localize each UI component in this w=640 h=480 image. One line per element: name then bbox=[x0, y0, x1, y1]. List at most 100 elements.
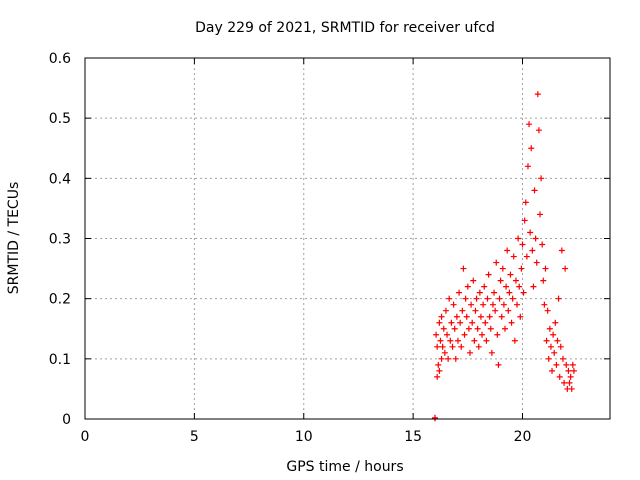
data-point bbox=[465, 325, 472, 332]
y-tick-label: 0.1 bbox=[49, 352, 71, 368]
data-point bbox=[479, 331, 486, 338]
data-point bbox=[556, 373, 563, 380]
data-point bbox=[434, 343, 441, 350]
data-point bbox=[468, 301, 475, 308]
data-point bbox=[553, 361, 560, 368]
data-point bbox=[434, 373, 441, 380]
data-point bbox=[557, 343, 564, 350]
data-point bbox=[570, 367, 577, 374]
data-point bbox=[491, 289, 498, 296]
data-point bbox=[530, 283, 537, 290]
data-point bbox=[545, 355, 552, 362]
data-point bbox=[497, 277, 504, 284]
data-point bbox=[537, 211, 543, 218]
y-tick-label: 0.6 bbox=[49, 51, 71, 67]
axis-ticks: 0 5 10 15 20 0 0.1 0.2 0.3 0.4 0.5 0.6 bbox=[49, 51, 610, 445]
data-point bbox=[561, 379, 568, 386]
data-point bbox=[509, 295, 516, 302]
data-point bbox=[528, 145, 535, 152]
data-point bbox=[435, 361, 442, 368]
data-point bbox=[508, 319, 515, 326]
data-point bbox=[438, 313, 445, 320]
data-point bbox=[438, 355, 445, 362]
x-axis-label: GPS time / hours bbox=[286, 459, 403, 475]
data-point bbox=[558, 247, 565, 254]
data-point bbox=[563, 361, 570, 368]
data-point bbox=[432, 414, 438, 421]
data-point bbox=[542, 265, 549, 272]
data-points bbox=[432, 91, 577, 422]
data-point bbox=[532, 235, 539, 242]
y-tick-label: 0.2 bbox=[49, 292, 71, 308]
data-point bbox=[502, 325, 508, 332]
data-point bbox=[453, 313, 460, 320]
data-point bbox=[505, 307, 512, 314]
x-tick-label: 5 bbox=[190, 429, 199, 445]
data-point bbox=[452, 355, 459, 362]
y-tick-label: 0.4 bbox=[49, 171, 71, 187]
data-point bbox=[524, 163, 531, 170]
data-point bbox=[495, 361, 502, 368]
data-point bbox=[535, 127, 542, 134]
data-point bbox=[499, 265, 506, 272]
data-point bbox=[470, 277, 477, 284]
data-point bbox=[551, 349, 558, 356]
data-point bbox=[459, 307, 466, 314]
data-point bbox=[463, 313, 470, 320]
data-point bbox=[469, 319, 476, 326]
data-point bbox=[462, 295, 469, 302]
data-point bbox=[447, 337, 454, 344]
data-point bbox=[441, 349, 448, 356]
grid-lines bbox=[85, 58, 610, 419]
data-point bbox=[517, 313, 524, 320]
data-point bbox=[460, 265, 467, 272]
data-point bbox=[449, 343, 456, 350]
data-point bbox=[516, 283, 523, 290]
data-point bbox=[567, 373, 574, 380]
data-point bbox=[515, 235, 522, 242]
data-point bbox=[552, 319, 559, 326]
data-point bbox=[503, 283, 510, 290]
data-point bbox=[485, 271, 492, 278]
data-point bbox=[458, 343, 465, 350]
data-point bbox=[546, 325, 553, 332]
data-point bbox=[526, 121, 533, 128]
data-point bbox=[480, 301, 487, 308]
data-point bbox=[487, 325, 494, 332]
data-point bbox=[456, 289, 463, 296]
data-point bbox=[437, 337, 444, 344]
data-point bbox=[461, 331, 468, 338]
data-point bbox=[544, 307, 551, 314]
data-point bbox=[484, 295, 491, 302]
data-point bbox=[504, 247, 511, 254]
data-point bbox=[518, 265, 525, 272]
data-point bbox=[483, 337, 490, 344]
data-point bbox=[540, 277, 547, 284]
data-point bbox=[565, 367, 572, 374]
data-point bbox=[496, 295, 503, 302]
data-point bbox=[467, 349, 473, 356]
data-point bbox=[521, 217, 528, 224]
y-axis-label: SRMTID / TECUs bbox=[6, 182, 22, 295]
data-point bbox=[450, 301, 457, 308]
data-point bbox=[510, 253, 517, 260]
data-point bbox=[436, 319, 443, 326]
data-point bbox=[529, 247, 536, 254]
data-point bbox=[448, 319, 455, 326]
data-point bbox=[550, 331, 557, 338]
data-point bbox=[547, 343, 554, 350]
x-tick-label: 0 bbox=[81, 429, 90, 445]
data-point bbox=[568, 385, 575, 392]
data-point bbox=[489, 301, 496, 308]
data-point bbox=[569, 361, 576, 368]
data-point bbox=[475, 343, 482, 350]
data-point bbox=[523, 253, 530, 260]
data-point bbox=[549, 367, 556, 374]
data-point bbox=[514, 301, 521, 308]
data-point bbox=[476, 289, 483, 296]
data-point bbox=[472, 307, 479, 314]
data-point bbox=[498, 313, 505, 320]
data-point bbox=[531, 187, 538, 194]
data-point bbox=[492, 307, 499, 314]
data-point bbox=[446, 295, 453, 302]
